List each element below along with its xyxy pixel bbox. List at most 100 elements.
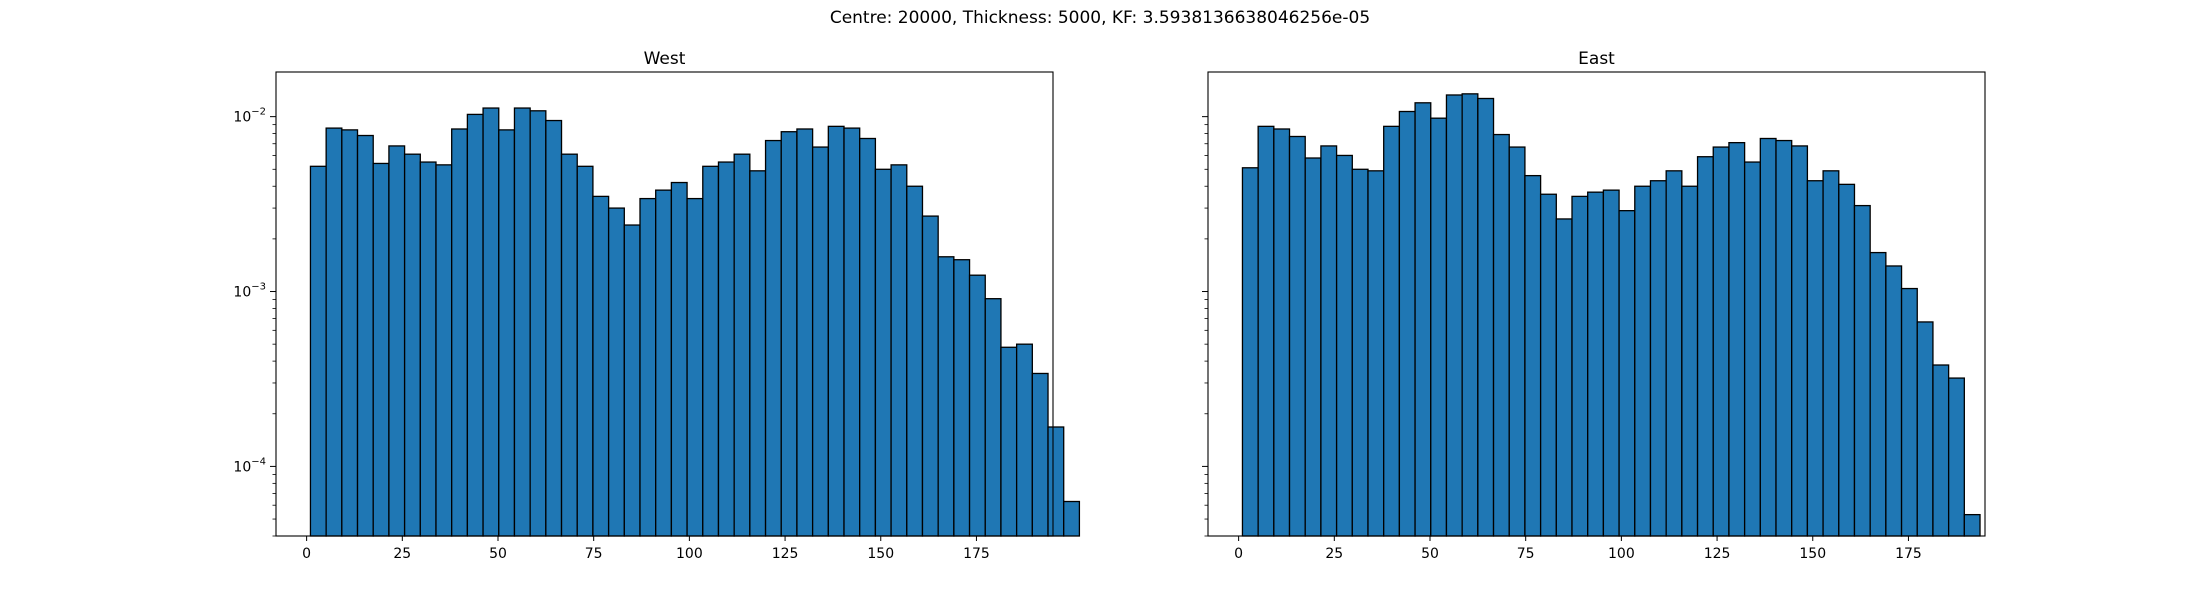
bar xyxy=(1822,170,1840,537)
bar xyxy=(1241,167,1259,537)
bar xyxy=(529,110,547,537)
x-tick-label: 125 xyxy=(1704,546,1731,562)
bar xyxy=(859,137,877,537)
y-tick-label: 10−3 xyxy=(233,282,266,301)
x-tick-label: 25 xyxy=(393,546,411,562)
bar xyxy=(1445,94,1463,537)
axes-frame xyxy=(275,71,1054,537)
bar xyxy=(451,128,469,537)
bar xyxy=(796,128,814,537)
bar xyxy=(968,274,986,537)
bar xyxy=(1047,426,1065,537)
bar xyxy=(1916,321,1934,537)
bar xyxy=(1524,174,1542,537)
x-tick-label: 50 xyxy=(1421,546,1439,562)
bar xyxy=(1665,170,1683,537)
bar xyxy=(1681,185,1699,537)
bar xyxy=(1508,146,1526,537)
bar xyxy=(341,129,359,537)
axes-title: West xyxy=(644,49,686,69)
bar xyxy=(388,145,406,537)
bar xyxy=(1398,110,1416,537)
bar xyxy=(1351,168,1369,537)
bar xyxy=(466,113,484,537)
bar xyxy=(498,129,516,537)
bar xyxy=(984,298,1002,537)
bar xyxy=(1728,141,1746,537)
x-tick-label: 150 xyxy=(1799,546,1826,562)
bar xyxy=(1063,500,1081,537)
bars xyxy=(309,107,1081,537)
bar xyxy=(1947,377,1965,537)
bar xyxy=(702,165,720,537)
bar xyxy=(1587,191,1605,537)
x-tick-label: 75 xyxy=(585,546,603,562)
bar xyxy=(1320,145,1338,537)
bar xyxy=(1838,183,1856,537)
bar xyxy=(1015,343,1033,537)
x-tick-label: 125 xyxy=(772,546,799,562)
bar xyxy=(1461,93,1479,537)
bar xyxy=(1414,102,1432,537)
bar xyxy=(890,164,908,537)
bar xyxy=(921,215,939,537)
bar xyxy=(1492,133,1510,537)
bar xyxy=(325,127,343,537)
bar xyxy=(811,146,829,537)
axes-title: East xyxy=(1578,49,1615,69)
axes-west: 0 25 50 75 100 125 150 175 10−4 10−3 10−2 West xyxy=(233,49,1081,562)
x-tick-label: 175 xyxy=(963,546,990,562)
x-tick-label: 175 xyxy=(1895,546,1922,562)
bar xyxy=(953,259,971,537)
bar xyxy=(1791,145,1809,537)
bar xyxy=(1869,251,1887,537)
bar xyxy=(1634,185,1652,537)
axes-frame xyxy=(1207,71,1986,537)
bar xyxy=(1571,195,1589,537)
x-tick-label: 75 xyxy=(1517,546,1535,562)
bar xyxy=(1618,210,1636,537)
bar xyxy=(435,164,453,537)
bar xyxy=(1031,372,1049,537)
bar xyxy=(1000,346,1018,537)
x-tick-label: 100 xyxy=(1608,546,1635,562)
x-tick-label: 0 xyxy=(1234,546,1243,562)
y-tick-label: 10−2 xyxy=(233,107,266,126)
axes-east: 0 25 50 75 100 125 150 175 East xyxy=(1202,49,1986,562)
bar xyxy=(1712,146,1730,537)
bar xyxy=(780,131,798,537)
bar xyxy=(1383,125,1401,537)
bar xyxy=(655,189,673,537)
bar xyxy=(1288,135,1306,537)
bar xyxy=(623,224,641,537)
bar xyxy=(906,185,924,537)
x-tick-label: 150 xyxy=(867,546,894,562)
bar xyxy=(1477,97,1495,537)
bar xyxy=(545,119,563,537)
bar xyxy=(1304,157,1322,537)
bars xyxy=(1241,93,1981,537)
bar xyxy=(482,107,500,537)
bar xyxy=(592,195,610,537)
bar xyxy=(749,170,767,537)
bar xyxy=(1775,139,1793,537)
bar xyxy=(1743,161,1761,537)
bar xyxy=(1853,204,1871,537)
bar xyxy=(1430,117,1448,537)
bar xyxy=(513,107,531,537)
y-tick-label: 10−4 xyxy=(233,456,266,475)
bar xyxy=(686,197,704,537)
bar xyxy=(827,125,845,537)
bar xyxy=(1602,189,1620,537)
bar xyxy=(607,207,625,537)
bar xyxy=(1273,128,1291,537)
bar xyxy=(670,181,688,537)
bar xyxy=(1885,265,1903,537)
bar xyxy=(1932,364,1950,537)
bar xyxy=(1759,137,1777,537)
bar xyxy=(1900,287,1918,537)
x-tick-label: 0 xyxy=(302,546,311,562)
bar xyxy=(1335,154,1353,537)
bar xyxy=(1367,170,1385,537)
